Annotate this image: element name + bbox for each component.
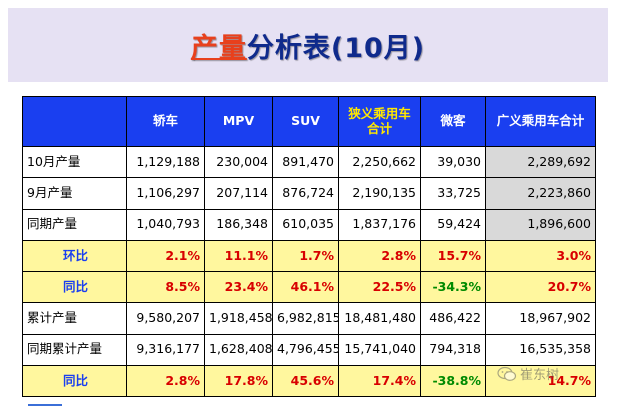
header-corner [22,96,127,147]
table-row: 同期累计产量 9,316,177 1,628,408 4,796,455 15,741,… [22,333,596,366]
table-cell: 17.4% [338,364,421,398]
table-cell: 1,040,793 [126,208,205,241]
table-row: 环比 2.1% 11.1% 1.7% 2.8% 15.7% 3.0% [22,239,596,273]
table-cell: 11.1% [204,239,273,273]
table-cell: 20.7% [485,270,596,304]
header-suv: SUV [272,96,339,147]
table-cell: 16,535,358 [485,333,596,366]
table-cell: 23.4% [204,270,273,304]
table-cell: 14.7% [485,364,596,398]
table-row: 同比 8.5% 23.4% 46.1% 22.5% -34.3% 20.7% [22,270,596,304]
table-row: 9月产量 1,106,297 207,114 876,724 2,190,135 33,7… [22,177,596,210]
title-rest: 分析表(10月) [246,32,426,64]
header-row: 轿车 MPV SUV 狭义乘用车合计 微客 广义乘用车合计 [22,96,596,147]
header-mpv: MPV [204,96,273,147]
title-highlight: 产量 [190,32,247,64]
table-row: 累计产量 9,580,207 1,918,458 6,982,815 18,481,48… [22,302,596,335]
table-row: 同期产量 1,040,793 186,348 610,035 1,837,176 59,4… [22,208,596,241]
table-cell: 18,967,902 [485,302,596,335]
table-cell: 17.8% [204,364,273,398]
table-cell: 230,004 [204,145,273,179]
table-cell: 2.8% [126,364,205,398]
table-row: 10月产量 1,129,188 230,004 891,470 2,250,662 39,… [22,145,596,179]
header-broad-total: 广义乘用车合计 [485,96,596,147]
table-cell: 45.6% [272,364,339,398]
table-cell: 1.7% [272,239,339,273]
table-cell: 2,190,135 [338,177,421,210]
row-label: 环比 [22,239,127,273]
table-cell: -38.8% [420,364,486,398]
row-label: 同比 [22,270,127,304]
bottom-link-line [28,404,62,406]
table-cell: 18,481,480 [338,302,421,335]
table-row: 同比 2.8% 17.8% 45.6% 17.4% -38.8% 14.7% [22,364,596,398]
table-cell: -34.3% [420,270,486,304]
header-sedan: 轿车 [126,96,205,147]
table-cell: 33,725 [420,177,486,210]
table-cell: 2,289,692 [485,145,596,179]
table-cell: 207,114 [204,177,273,210]
table-cell: 794,318 [420,333,486,366]
table-cell: 39,030 [420,145,486,179]
watermark: 崔东树 [497,364,559,383]
header-minivan: 微客 [420,96,486,147]
table-cell: 486,422 [420,302,486,335]
row-label: 9月产量 [22,177,127,210]
header-narrow-total: 狭义乘用车合计 [338,96,421,147]
table-cell: 4,796,455 [272,333,339,366]
table-cell: 15,741,040 [338,333,421,366]
table-cell: 1,106,297 [126,177,205,210]
table-cell: 2.8% [338,239,421,273]
table-cell: 9,316,177 [126,333,205,366]
table-cell: 6,982,815 [272,302,339,335]
row-label: 同期累计产量 [22,333,127,366]
table-cell: 15.7% [420,239,486,273]
table-cell: 9,580,207 [126,302,205,335]
table-cell: 1,129,188 [126,145,205,179]
row-label: 累计产量 [22,302,127,335]
table-cell: 46.1% [272,270,339,304]
table-cell: 891,470 [272,145,339,179]
table-cell: 3.0% [485,239,596,273]
table-cell: 1,918,458 [204,302,273,335]
table-cell: 2,223,860 [485,177,596,210]
table-cell: 8.5% [126,270,205,304]
watermark-text: 崔东树 [520,368,560,383]
table-cell: 186,348 [204,208,273,241]
row-label: 同比 [22,364,127,398]
table-cell: 2.1% [126,239,205,273]
page-title: 产量分析表(10月) [191,26,425,65]
table-cell: 1,628,408 [204,333,273,366]
table-cell: 1,837,176 [338,208,421,241]
table-cell: 59,424 [420,208,486,241]
row-label: 同期产量 [22,208,127,241]
table-cell: 22.5% [338,270,421,304]
row-label: 10月产量 [22,145,127,179]
table-cell: 2,250,662 [338,145,421,179]
table-cell: 1,896,600 [485,208,596,241]
title-banner: 产量分析表(10月) [8,8,608,82]
wechat-icon [497,366,517,381]
production-table: 轿车 MPV SUV 狭义乘用车合计 微客 广义乘用车合计 10月产量 1,129… [22,96,596,398]
table-cell: 876,724 [272,177,339,210]
table-cell: 610,035 [272,208,339,241]
